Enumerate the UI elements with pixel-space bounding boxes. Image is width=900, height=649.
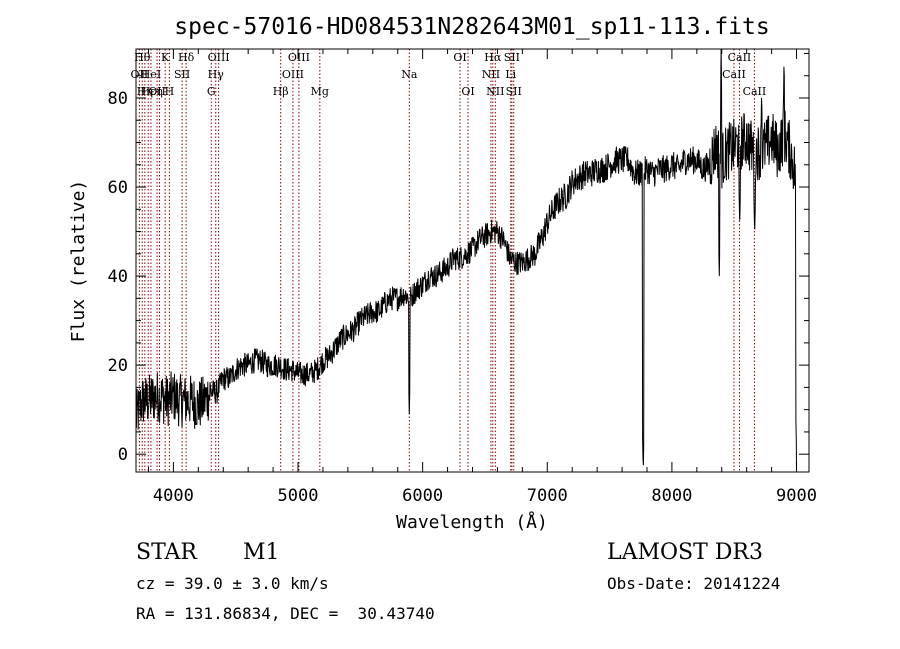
x-tick-label: 5000 — [278, 486, 319, 506]
spectrum-line — [135, 48, 797, 473]
line-label: NII — [482, 68, 500, 81]
line-label: Hα — [484, 51, 502, 64]
y-tick-label: 20 — [108, 356, 128, 376]
line-label: Li — [505, 68, 516, 81]
line-label: OI — [453, 51, 466, 64]
line-label: CaII — [728, 51, 752, 64]
line-label: HeI — [141, 68, 161, 81]
object-class: STAR — [136, 540, 197, 565]
line-label: OIII — [288, 51, 310, 64]
x-tick-label: 6000 — [402, 486, 443, 506]
coordinates: RA = 131.86834, DEC = 30.43740 — [136, 604, 435, 623]
y-tick-label: 40 — [108, 267, 128, 287]
spectral-line-markers — [138, 49, 755, 472]
object-subclass: M1 — [243, 540, 280, 565]
line-label: Hδ — [178, 51, 195, 64]
line-label: SII — [174, 68, 190, 81]
line-label: OII — [148, 85, 166, 98]
line-label: G — [207, 85, 216, 98]
line-label: Na — [401, 68, 418, 81]
line-label: K — [161, 51, 170, 64]
y-tick-label: 80 — [108, 89, 128, 109]
x-axis-ticks: 4000 5000 6000 7000 8000 9000 — [147, 49, 817, 506]
line-label: Hγ — [208, 68, 225, 81]
plot-frame — [135, 48, 810, 473]
line-label: SII — [506, 85, 522, 98]
line-label: Hη — [137, 85, 153, 98]
survey-name: LAMOST DR3 — [607, 540, 763, 565]
line-label: Hε — [141, 85, 157, 98]
spectral-line-labels: OIIHθHηHεHeIOIIηKHSIIHδGHγOIIIHβOIIIOIII… — [131, 51, 767, 98]
y-axis-ticks: 0 20 40 60 80 — [108, 52, 809, 465]
line-label: H — [165, 85, 175, 98]
line-label: NII — [486, 85, 504, 98]
line-label: OIII — [282, 68, 304, 81]
line-label: OI — [461, 85, 474, 98]
line-label: OIII — [208, 51, 230, 64]
x-tick-label: 4000 — [153, 486, 194, 506]
line-label: Hβ — [273, 85, 289, 98]
line-label: CaII — [722, 68, 746, 81]
line-label: Mg — [311, 85, 329, 98]
observation-date: Obs-Date: 20141224 — [607, 574, 781, 593]
x-tick-label: 9000 — [776, 486, 817, 506]
redshift-cz: cz = 39.0 ± 3.0 km/s — [136, 574, 329, 593]
line-label: η — [156, 85, 163, 98]
y-tick-label: 0 — [118, 445, 128, 465]
y-tick-label: 60 — [108, 178, 128, 198]
y-axis-label: Flux (relative) — [68, 180, 89, 343]
x-tick-label: 7000 — [527, 486, 568, 506]
x-axis-label: Wavelength (Å) — [396, 511, 548, 533]
x-tick-label: 8000 — [651, 486, 692, 506]
line-label: SII — [504, 51, 520, 64]
line-label: CaII — [743, 85, 767, 98]
line-label: OII — [131, 68, 149, 81]
line-label: Hθ — [134, 51, 151, 64]
chart-title: spec-57016-HD084531N282643M01_sp11-113.f… — [174, 14, 769, 40]
